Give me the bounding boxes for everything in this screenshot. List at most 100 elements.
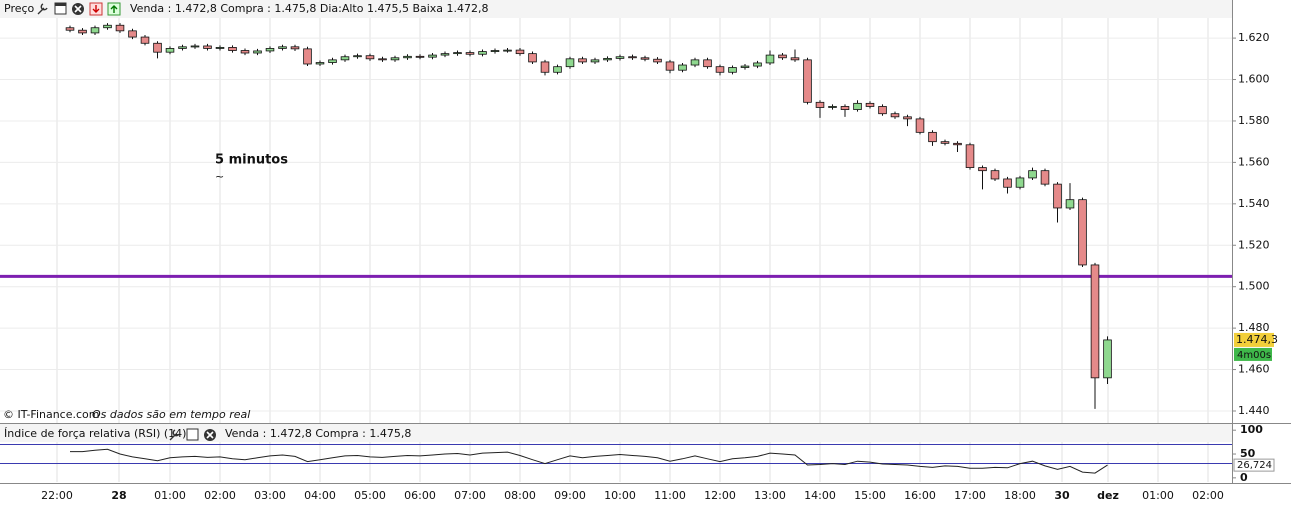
candle-body: [878, 106, 887, 115]
indicator-title: Índice de força relativa (RSI) (14): [4, 427, 186, 440]
candle-body: [953, 142, 962, 146]
candle-body: [328, 59, 337, 63]
y-tick-label: 1.480: [1238, 321, 1270, 334]
candle-body: [103, 24, 112, 29]
y-tick-label: 1.520: [1238, 238, 1270, 251]
candle-body: [753, 62, 762, 67]
x-tick-label: 02:00: [1192, 489, 1224, 502]
x-tick-label: 01:00: [1142, 489, 1174, 502]
up-arrow: [110, 5, 118, 13]
x-tick-label: 07:00: [454, 489, 486, 502]
candle-body: [740, 65, 750, 68]
candle-body: [715, 66, 725, 73]
candle-body: [640, 57, 650, 60]
candle-body: [315, 62, 325, 65]
window-icon[interactable]: [186, 428, 199, 441]
x-tick-label: 13:00: [754, 489, 786, 502]
y-tick-label: 1.540: [1238, 197, 1270, 210]
y-tick-label: 1.600: [1238, 73, 1270, 86]
candle-body: [290, 46, 300, 50]
candle-body: [565, 58, 575, 68]
x-tick-label: 10:00: [604, 489, 636, 502]
candle-body: [928, 131, 937, 143]
candle-body: [203, 45, 212, 49]
x-tick-label: 03:00: [254, 489, 286, 502]
candle-body: [528, 53, 537, 63]
candle-body: [503, 49, 512, 52]
candle-body: [965, 144, 975, 168]
y-tick-label: 1.500: [1238, 280, 1270, 293]
candle-body: [840, 106, 850, 110]
candle-body: [590, 59, 600, 63]
candle-body: [603, 57, 612, 61]
x-tick-label: 06:00: [404, 489, 436, 502]
close-icon-x: [74, 5, 82, 13]
candle-body: [1078, 199, 1087, 266]
candle-body: [215, 47, 225, 49]
x-tick-label: 22:00: [41, 489, 73, 502]
candle-body: [540, 61, 550, 73]
candle-body: [240, 50, 250, 54]
candle-body: [440, 53, 450, 56]
candle-body: [278, 46, 287, 49]
indicator-line: [70, 448, 1108, 474]
candle-body: [1015, 177, 1025, 188]
candle-body: [915, 118, 925, 133]
candle-body: [615, 56, 625, 59]
candle-body: [478, 51, 487, 55]
candle-body: [265, 48, 275, 52]
candle-body: [990, 170, 1000, 180]
indicator-quote: Venda : 1.472,8 Compra : 1.475,8: [225, 427, 411, 440]
settings-icon[interactable]: [169, 429, 180, 441]
candle-body: [665, 61, 675, 71]
candle-body: [515, 49, 525, 55]
x-tick-label: 04:00: [304, 489, 336, 502]
y-tick-label: 1.560: [1238, 155, 1270, 168]
candle-body: [653, 58, 662, 63]
candle-body: [940, 141, 950, 144]
candle-body: [403, 55, 412, 59]
candle-body: [115, 24, 125, 32]
settings-icon[interactable]: [37, 3, 48, 15]
close-icon-x: [206, 431, 214, 439]
candle-body: [390, 57, 400, 61]
annotation-mark: ~: [215, 170, 224, 183]
candle-body: [903, 116, 912, 120]
candle-body: [453, 52, 462, 55]
indicator-last-label: 26,724: [1237, 460, 1272, 471]
candle-body: [1053, 183, 1062, 209]
indicator-toolbar[interactable]: [169, 428, 216, 441]
x-tick-label: 18:00: [1004, 489, 1036, 502]
candle-body: [828, 106, 837, 108]
y-tick-label: 1.460: [1238, 363, 1270, 376]
candle-body: [815, 101, 825, 108]
candle-body: [190, 45, 200, 48]
candle-body: [978, 167, 987, 172]
source-note: Os dados são em tempo real: [92, 408, 250, 421]
candle-body: [1103, 339, 1112, 379]
last-price-box: [1234, 332, 1274, 347]
last-price-label: 1.474,3: [1236, 333, 1278, 346]
toolbar[interactable]: [37, 2, 121, 16]
candle-body: [353, 55, 362, 58]
indicator-last-box: [1233, 458, 1275, 472]
candle-body: [553, 66, 562, 73]
x-tick-label: 17:00: [954, 489, 986, 502]
header-bar: [0, 0, 1232, 18]
candle-body: [378, 58, 387, 61]
chart-title: Preço: [4, 2, 35, 15]
x-tick-label: 09:00: [554, 489, 586, 502]
candle-body: [628, 56, 637, 59]
candle-body: [65, 27, 75, 31]
candle-body: [853, 102, 862, 110]
y-tick-label: 1.440: [1238, 404, 1270, 417]
x-tick-label: 14:00: [804, 489, 836, 502]
countdown-box: [1234, 347, 1272, 361]
x-tick-label: 01:00: [154, 489, 186, 502]
candle-body: [678, 64, 687, 71]
x-tick-label: 08:00: [504, 489, 536, 502]
countdown-label: 4m00s: [1237, 350, 1271, 361]
candle-body: [803, 59, 812, 103]
indicator-tick-label: 50: [1240, 447, 1256, 460]
